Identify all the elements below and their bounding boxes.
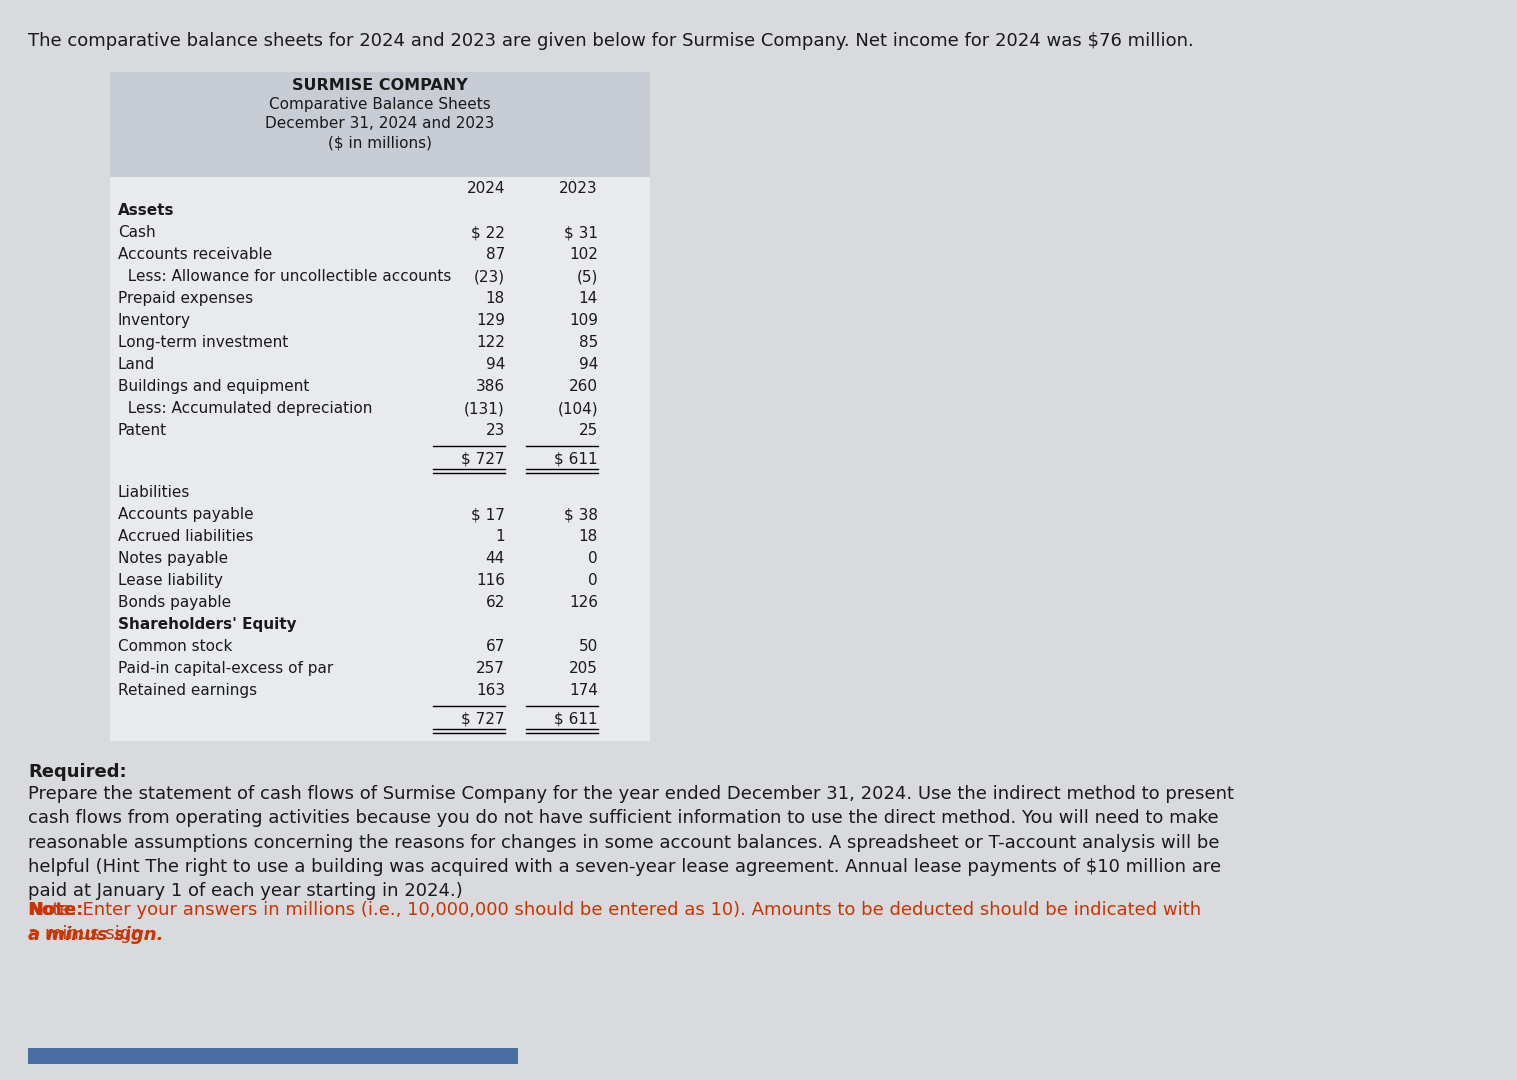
Text: Required:: Required: [27, 762, 126, 781]
Text: Liabilities: Liabilities [118, 485, 190, 500]
Text: $ 17: $ 17 [472, 507, 505, 522]
FancyBboxPatch shape [111, 72, 649, 177]
Text: $ 727: $ 727 [461, 711, 505, 726]
Text: 129: 129 [476, 313, 505, 328]
Text: Accounts receivable: Accounts receivable [118, 247, 272, 262]
Text: 87: 87 [485, 247, 505, 262]
Text: SURMISE COMPANY: SURMISE COMPANY [293, 78, 467, 93]
FancyBboxPatch shape [27, 1048, 517, 1064]
Text: Land: Land [118, 357, 155, 372]
Text: 94: 94 [485, 357, 505, 372]
Text: 94: 94 [578, 357, 598, 372]
Text: The comparative balance sheets for 2024 and 2023 are given below for Surmise Com: The comparative balance sheets for 2024 … [27, 32, 1194, 50]
Text: 116: 116 [476, 573, 505, 588]
Text: Common stock: Common stock [118, 639, 232, 654]
Text: (104): (104) [557, 401, 598, 416]
Text: 85: 85 [579, 335, 598, 350]
Text: Note: Enter your answers in millions (i.e., 10,000,000 should be entered as 10).: Note: Enter your answers in millions (i.… [27, 901, 1201, 943]
Text: Notes payable: Notes payable [118, 551, 228, 566]
Text: Less: Allowance for uncollectible accounts: Less: Allowance for uncollectible accoun… [118, 269, 452, 284]
Text: (23): (23) [473, 269, 505, 284]
Text: 44: 44 [485, 551, 505, 566]
Text: 62: 62 [485, 595, 505, 610]
Text: Bonds payable: Bonds payable [118, 595, 231, 610]
Text: $ 611: $ 611 [554, 451, 598, 465]
Text: Accounts payable: Accounts payable [118, 507, 253, 522]
Text: 205: 205 [569, 661, 598, 676]
Text: $ 38: $ 38 [564, 507, 598, 522]
Text: Comparative Balance Sheets: Comparative Balance Sheets [269, 97, 492, 112]
Text: 386: 386 [476, 379, 505, 394]
Text: Note:: Note: [27, 901, 83, 919]
Text: 18: 18 [485, 291, 505, 306]
Text: ($ in millions): ($ in millions) [328, 135, 432, 150]
Text: 67: 67 [485, 639, 505, 654]
Text: December 31, 2024 and 2023: December 31, 2024 and 2023 [265, 116, 495, 131]
Text: 0: 0 [589, 573, 598, 588]
Text: $ 31: $ 31 [564, 225, 598, 240]
Text: Cash: Cash [118, 225, 156, 240]
Text: Buildings and equipment: Buildings and equipment [118, 379, 309, 394]
Text: Less: Accumulated depreciation: Less: Accumulated depreciation [118, 401, 372, 416]
Text: 2023: 2023 [560, 181, 598, 195]
Text: Retained earnings: Retained earnings [118, 683, 256, 698]
Text: Long-term investment: Long-term investment [118, 335, 288, 350]
Text: 163: 163 [476, 683, 505, 698]
Text: 174: 174 [569, 683, 598, 698]
Text: $ 22: $ 22 [472, 225, 505, 240]
Text: 260: 260 [569, 379, 598, 394]
FancyBboxPatch shape [111, 177, 649, 741]
Text: 50: 50 [579, 639, 598, 654]
Text: Accrued liabilities: Accrued liabilities [118, 529, 253, 544]
Text: 14: 14 [579, 291, 598, 306]
Text: Patent: Patent [118, 423, 167, 438]
Text: Shareholders' Equity: Shareholders' Equity [118, 617, 297, 632]
Text: 23: 23 [485, 423, 505, 438]
Text: 18: 18 [579, 529, 598, 544]
Text: a minus sign.: a minus sign. [27, 926, 164, 944]
Text: $ 727: $ 727 [461, 451, 505, 465]
Text: 102: 102 [569, 247, 598, 262]
Text: 257: 257 [476, 661, 505, 676]
Text: 122: 122 [476, 335, 505, 350]
Text: Lease liability: Lease liability [118, 573, 223, 588]
Text: Prepaid expenses: Prepaid expenses [118, 291, 253, 306]
Text: (5): (5) [576, 269, 598, 284]
Text: 2024: 2024 [467, 181, 505, 195]
Text: 25: 25 [579, 423, 598, 438]
Text: (131): (131) [464, 401, 505, 416]
Text: 126: 126 [569, 595, 598, 610]
Text: 109: 109 [569, 313, 598, 328]
Text: $ 611: $ 611 [554, 711, 598, 726]
Text: Paid-in capital-excess of par: Paid-in capital-excess of par [118, 661, 334, 676]
Text: Inventory: Inventory [118, 313, 191, 328]
Text: Prepare the statement of cash flows of Surmise Company for the year ended Decemb: Prepare the statement of cash flows of S… [27, 785, 1233, 901]
Text: 0: 0 [589, 551, 598, 566]
Text: 1: 1 [496, 529, 505, 544]
Text: Assets: Assets [118, 203, 174, 218]
